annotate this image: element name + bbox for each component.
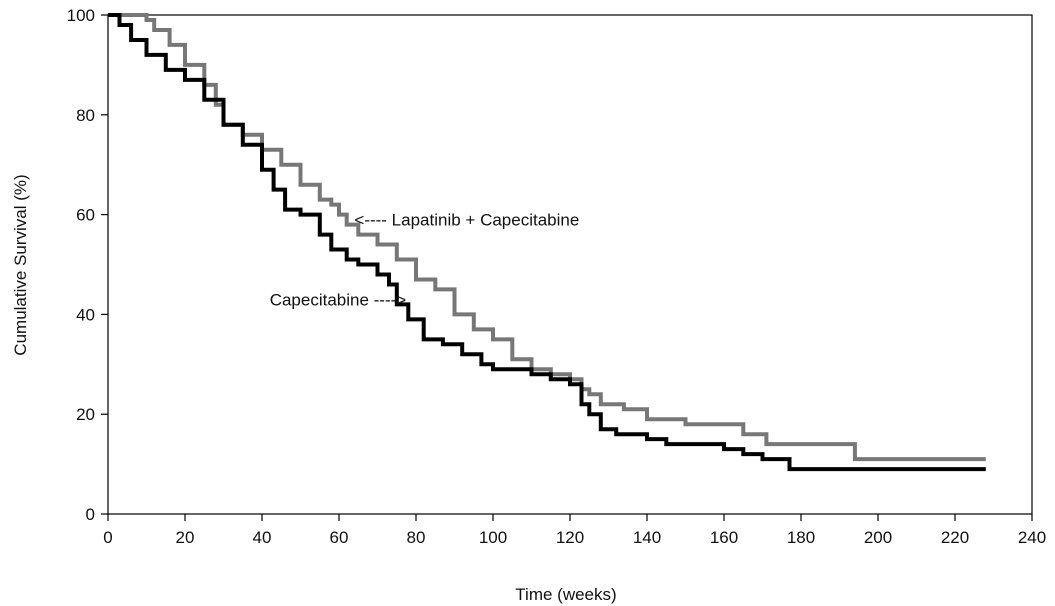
x-axis-label: Time (weeks): [515, 585, 616, 604]
x-tick-label: 140: [633, 528, 661, 547]
x-tick-label: 40: [253, 528, 272, 547]
series-line-capecitabine: [108, 13, 986, 472]
y-axis: 0 20 40 60 80 100: [67, 6, 108, 524]
series-layer: [108, 13, 986, 472]
y-tick-label: 60: [76, 206, 95, 225]
x-tick-label: 60: [330, 528, 349, 547]
x-tick-label: 20: [176, 528, 195, 547]
y-tick-label: 40: [76, 305, 95, 324]
x-tick-label: 200: [864, 528, 892, 547]
x-tick-label: 0: [103, 528, 112, 547]
x-tick-label: 240: [1018, 528, 1046, 547]
y-tick-label: 100: [67, 6, 95, 25]
annotations: <---- Lapatinib + Capecitabine Capecitabi…: [270, 211, 580, 310]
annotation-label: <---- Lapatinib + Capecitabine: [354, 211, 579, 230]
x-axis: 0 20 40 60 80 100 120 140 160 180 200 220 240: [103, 514, 1046, 547]
x-tick-label: 160: [710, 528, 738, 547]
series-line-lapatinib-capecitabine: [108, 13, 986, 462]
x-tick-label: 120: [556, 528, 584, 547]
y-tick-label: 80: [76, 106, 95, 125]
x-tick-label: 100: [479, 528, 507, 547]
y-axis-label: Cumulative Survival (%): [11, 174, 30, 355]
x-tick-label: 180: [787, 528, 815, 547]
y-tick-label: 0: [86, 505, 95, 524]
x-tick-label: 220: [941, 528, 969, 547]
x-tick-label: 80: [407, 528, 426, 547]
annotation-label: Capecitabine ---->: [270, 290, 407, 309]
plot-frame: [107, 14, 1033, 515]
y-tick-label: 20: [76, 405, 95, 424]
